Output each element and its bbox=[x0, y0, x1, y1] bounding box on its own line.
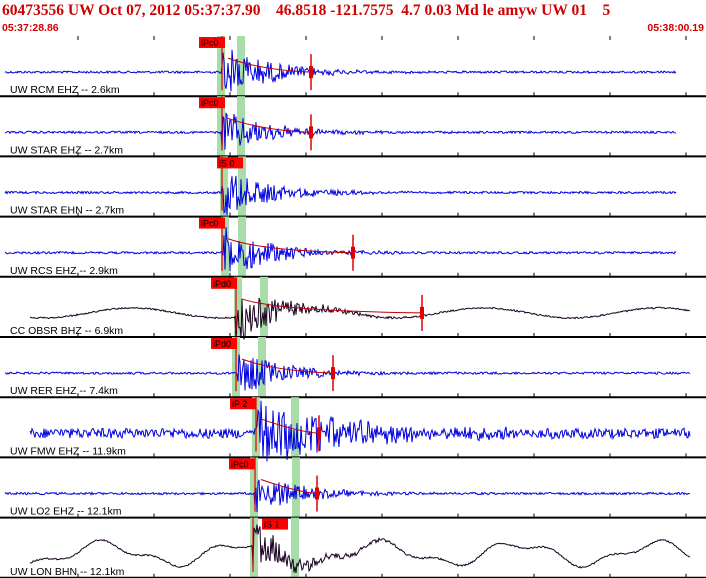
seismogram-header: 60473556 UW Oct 07, 2012 05:37:37.90 46.… bbox=[0, 0, 706, 34]
pick-label: iPd0 bbox=[213, 279, 231, 289]
waveform-trace bbox=[4, 479, 691, 513]
trace-row[interactable]: iS 1 UW LON BHN -- 12.1km bbox=[0, 517, 706, 578]
coda-end-marker bbox=[309, 66, 313, 79]
pick-label-box bbox=[199, 97, 225, 109]
pick-window bbox=[237, 96, 245, 157]
pick-label: iPc0 bbox=[201, 219, 219, 229]
pick-window bbox=[238, 156, 246, 217]
trace-row[interactable]: iPd0 CC OBSR BHZ -- 6.9km bbox=[0, 276, 706, 341]
pick-window bbox=[250, 517, 258, 578]
waveform-trace bbox=[4, 175, 677, 215]
pick-label-box bbox=[199, 37, 225, 48]
window-start-time: 05:37:28.86 bbox=[2, 22, 59, 34]
coda-curve bbox=[227, 117, 312, 133]
pick-window bbox=[217, 36, 225, 97]
pick-label-box bbox=[230, 398, 256, 410]
pick-label: iS 1 bbox=[264, 520, 280, 530]
pick-window bbox=[260, 276, 268, 337]
waveform-trace bbox=[4, 49, 677, 92]
trace-station-label: UW LO2 EHZ -- 12.1km bbox=[10, 506, 122, 518]
pick-label-box bbox=[199, 217, 225, 229]
trace-station-label: UW RER EHZ -- 7.4km bbox=[10, 385, 118, 397]
window-end-time: 05:38:00.19 bbox=[647, 22, 704, 34]
pick-window bbox=[221, 216, 229, 277]
trace-station-label: UW LON BHN -- 12.1km bbox=[10, 566, 125, 578]
pick-window bbox=[217, 96, 225, 157]
pick-window bbox=[250, 457, 258, 518]
trace-station-label: UW FMW EHZ -- 11.9km bbox=[10, 445, 126, 457]
trace-row[interactable]: iPc0 UW RCS EHZ -- 2.9km bbox=[0, 216, 706, 278]
pick-window bbox=[237, 36, 245, 97]
coda-end-marker bbox=[420, 306, 424, 319]
trace-station-label: UW STAR EHZ -- 2.7km bbox=[10, 144, 123, 156]
trace-station-label: UW STAR EHN -- 2.7km bbox=[10, 205, 124, 217]
pick-label-box bbox=[217, 157, 243, 169]
pick-label-box bbox=[211, 277, 237, 289]
pick-label: iS 0 bbox=[219, 158, 235, 168]
coda-end-marker bbox=[315, 487, 319, 500]
pick-window bbox=[220, 156, 228, 217]
trace-row[interactable]: iPc0 UW STAR EHZ -- 2.7km bbox=[0, 96, 706, 158]
coda-curve bbox=[241, 298, 423, 314]
trace-row[interactable]: iPd0 UW RER EHZ -- 7.4km bbox=[0, 337, 706, 399]
pick-window bbox=[291, 517, 299, 578]
trace-station-label: CC OBSR BHZ -- 6.9km bbox=[10, 325, 123, 337]
pick-window bbox=[292, 457, 300, 518]
waveform-trace bbox=[4, 112, 677, 150]
pick-window bbox=[238, 216, 246, 277]
waveform-trace bbox=[4, 226, 677, 272]
coda-end-marker bbox=[351, 246, 355, 259]
waveform-trace bbox=[4, 354, 691, 391]
coda-curve bbox=[227, 57, 312, 73]
seismogram-panel[interactable]: iPc0 UW RCM EHZ -- 2.6km iPc0 UW STAR EHZ -… bbox=[0, 36, 706, 578]
coda-end-marker bbox=[309, 126, 313, 139]
coda-curve bbox=[227, 238, 354, 254]
waveform-trace bbox=[29, 297, 691, 341]
coda-end-marker bbox=[331, 367, 335, 380]
pick-window bbox=[234, 276, 242, 337]
coda-curve bbox=[241, 358, 334, 374]
waveform-trace bbox=[29, 400, 691, 462]
pick-label: iP 2 bbox=[232, 399, 247, 409]
pick-label: iPc0 bbox=[201, 98, 219, 108]
waveform-trace bbox=[29, 524, 690, 574]
pick-window bbox=[291, 397, 299, 458]
pick-label-box bbox=[262, 518, 288, 530]
pick-label-box bbox=[211, 338, 237, 349]
trace-row[interactable]: iP 2 UW FMW EHZ -- 11.9km bbox=[0, 397, 706, 462]
pick-label-box bbox=[229, 458, 255, 470]
trace-row[interactable]: iS 0 UW STAR EHN -- 2.7km bbox=[0, 156, 706, 218]
trace-row[interactable]: iPc0 UW RCM EHZ -- 2.6km bbox=[0, 36, 706, 98]
coda-curve bbox=[260, 479, 318, 495]
trace-station-label: UW RCS EHZ -- 2.9km bbox=[10, 265, 118, 277]
event-summary-title: 60473556 UW Oct 07, 2012 05:37:37.90 46.… bbox=[2, 2, 611, 19]
coda-end-marker bbox=[317, 427, 321, 440]
pick-label: iPc0 bbox=[231, 459, 249, 469]
pick-label: iPc0 bbox=[201, 38, 219, 48]
coda-curve bbox=[261, 418, 320, 434]
trace-station-label: UW RCM EHZ -- 2.6km bbox=[10, 84, 120, 96]
trace-row[interactable]: iPc0 UW LO2 EHZ -- 12.1km bbox=[0, 457, 706, 519]
pick-label: iPd0 bbox=[213, 339, 231, 349]
